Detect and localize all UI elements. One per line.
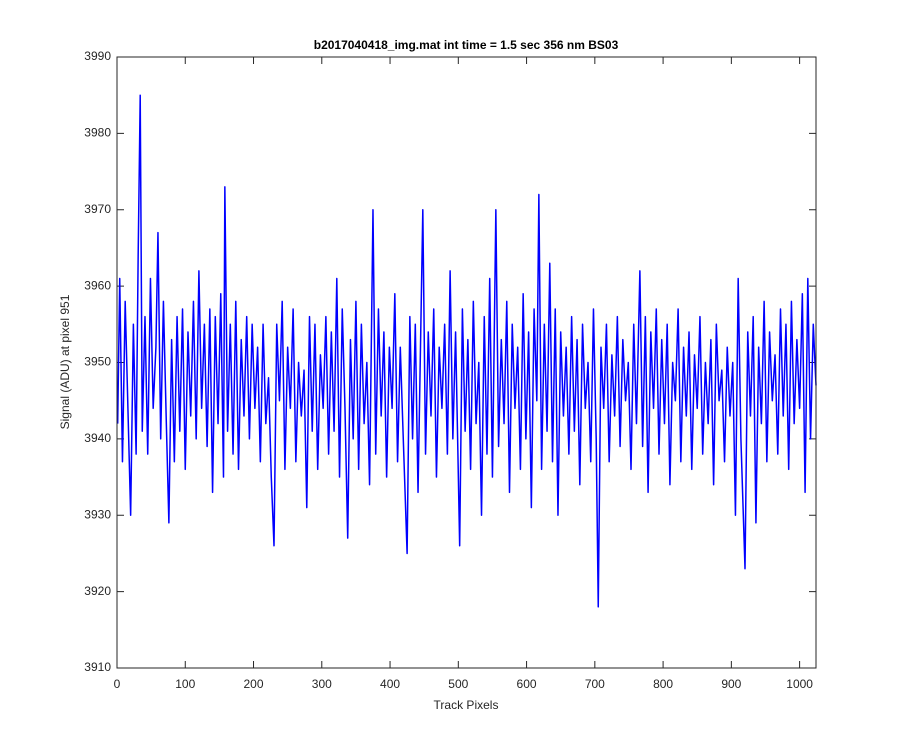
x-tick-label: 700: [585, 677, 605, 691]
x-tick-label: 100: [175, 677, 195, 691]
y-tick-label: 3980: [84, 126, 111, 140]
y-tick-label: 3960: [84, 278, 111, 292]
y-tick-label: 3910: [84, 660, 111, 674]
x-tick-label: 400: [380, 677, 400, 691]
x-tick-label: 300: [312, 677, 332, 691]
y-tick-label: 3990: [84, 49, 111, 63]
x-tick-label: 800: [653, 677, 673, 691]
y-tick-label: 3920: [84, 584, 111, 598]
plot-area: 3910 3920 3930 3940 3950 3960 3970 3980 3990 0 100…: [84, 49, 817, 691]
x-tick-label: 600: [517, 677, 537, 691]
y-tick-label: 3930: [84, 507, 111, 521]
x-axis-label: Track Pixels: [434, 698, 499, 712]
y-tick-label: 3940: [84, 431, 111, 445]
y-tick-label: 3970: [84, 202, 111, 216]
x-tick-label: 500: [448, 677, 468, 691]
x-tick-label: 900: [721, 677, 741, 691]
y-tick-label: 3950: [84, 355, 111, 369]
x-tick-label: 200: [244, 677, 264, 691]
y-axis-label: Signal (ADU) at pixel 951: [58, 294, 72, 429]
x-tick-label: 1000: [786, 677, 813, 691]
chart-title: b2017040418_img.mat int time = 1.5 sec 3…: [314, 38, 619, 52]
axes-box: [116, 56, 817, 669]
x-tick-label: 0: [114, 677, 121, 691]
data-line: [116, 94, 817, 608]
